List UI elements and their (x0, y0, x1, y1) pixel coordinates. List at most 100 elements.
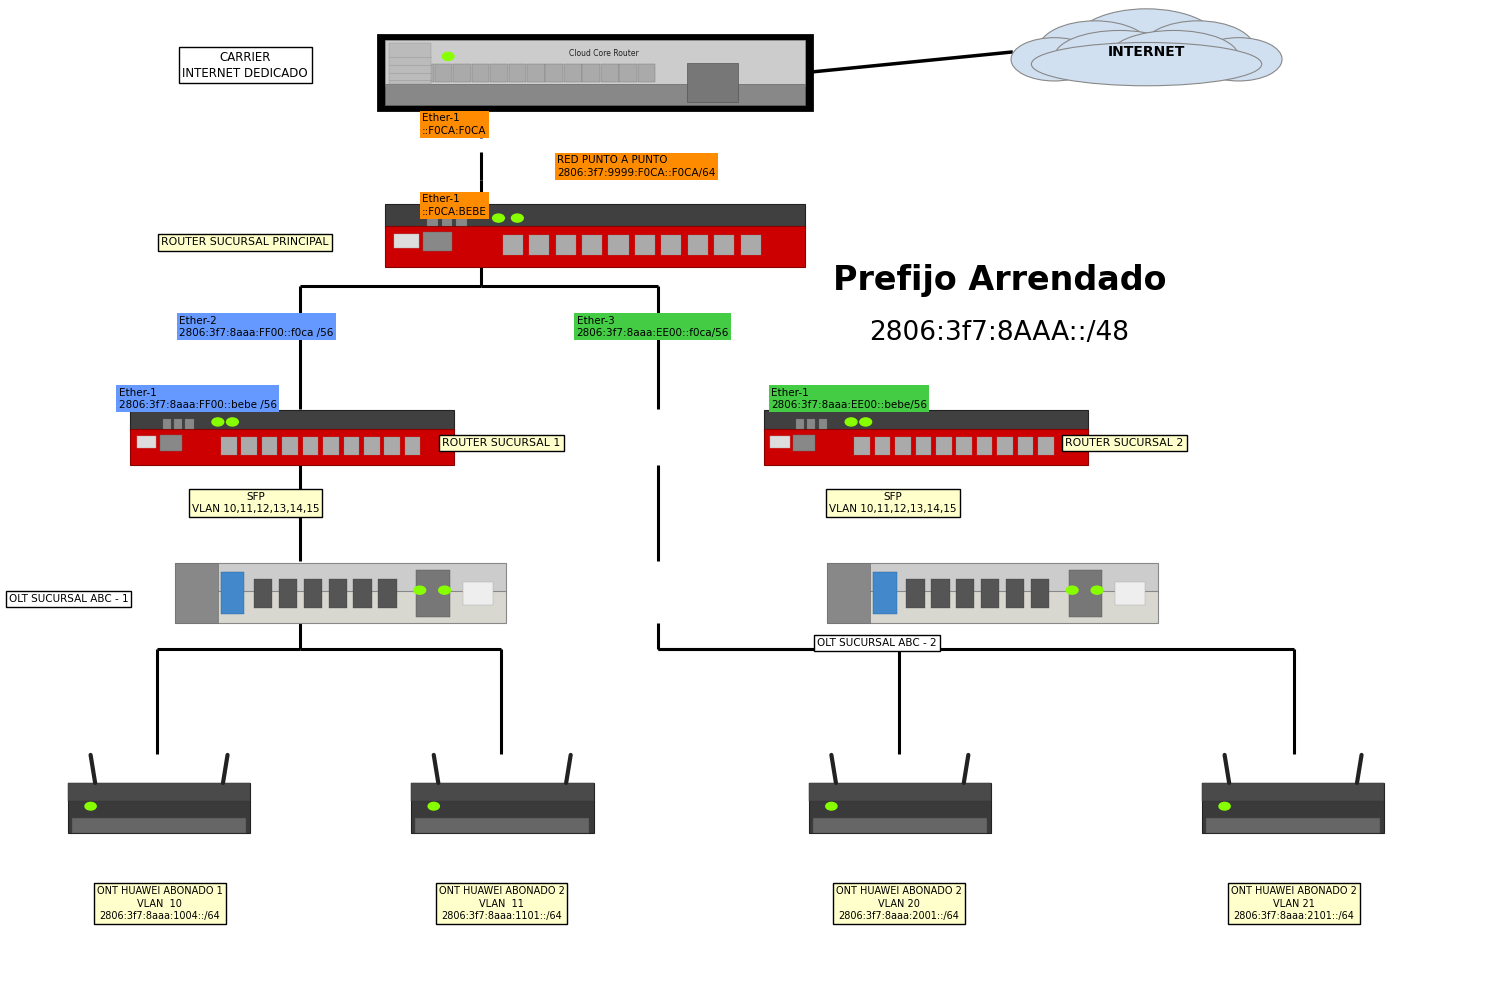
FancyBboxPatch shape (242, 438, 256, 455)
Circle shape (859, 418, 871, 426)
Text: Cloud Core Router: Cloud Core Router (568, 49, 639, 57)
FancyBboxPatch shape (1038, 438, 1053, 455)
FancyBboxPatch shape (956, 579, 975, 608)
FancyBboxPatch shape (609, 235, 628, 256)
FancyBboxPatch shape (620, 63, 638, 82)
FancyBboxPatch shape (174, 591, 506, 623)
FancyBboxPatch shape (453, 63, 471, 82)
FancyBboxPatch shape (262, 438, 278, 455)
FancyBboxPatch shape (68, 783, 251, 833)
Text: Ether-1
2806:3f7:8aaa:FF00::bebe /56: Ether-1 2806:3f7:8aaa:FF00::bebe /56 (118, 388, 276, 410)
FancyBboxPatch shape (72, 819, 246, 833)
FancyBboxPatch shape (354, 579, 372, 608)
Circle shape (211, 418, 223, 426)
FancyBboxPatch shape (174, 563, 217, 623)
Circle shape (827, 803, 837, 810)
FancyBboxPatch shape (174, 563, 506, 592)
FancyBboxPatch shape (827, 591, 1158, 623)
FancyBboxPatch shape (435, 63, 453, 82)
Text: Ether-3
2806:3f7:8aaa:EE00::f0ca/56: Ether-3 2806:3f7:8aaa:EE00::f0ca/56 (576, 316, 729, 338)
Text: Ether-1
::F0CA:BEBE: Ether-1 ::F0CA:BEBE (422, 194, 488, 216)
FancyBboxPatch shape (638, 63, 656, 82)
FancyBboxPatch shape (957, 438, 972, 455)
FancyBboxPatch shape (764, 429, 1088, 465)
FancyBboxPatch shape (328, 579, 346, 608)
Text: OLT SUCURSAL ABC - 2: OLT SUCURSAL ABC - 2 (818, 638, 938, 648)
Ellipse shape (1072, 9, 1221, 81)
Text: SFP
VLAN 10,11,12,13,14,15: SFP VLAN 10,11,12,13,14,15 (192, 492, 320, 514)
FancyBboxPatch shape (386, 226, 806, 267)
Text: ROUTER SUCURSAL 1: ROUTER SUCURSAL 1 (442, 438, 561, 448)
FancyBboxPatch shape (220, 438, 237, 455)
FancyBboxPatch shape (936, 438, 951, 455)
FancyBboxPatch shape (164, 419, 171, 429)
FancyBboxPatch shape (764, 410, 1088, 431)
Circle shape (438, 586, 450, 594)
Text: Ether-2
2806:3f7:8aaa:FF00::f0ca /56: Ether-2 2806:3f7:8aaa:FF00::f0ca /56 (178, 316, 333, 338)
FancyBboxPatch shape (634, 235, 656, 256)
Text: Ether-1
::F0CA:F0CA: Ether-1 ::F0CA:F0CA (422, 113, 486, 135)
FancyBboxPatch shape (1202, 783, 1384, 801)
FancyBboxPatch shape (794, 435, 816, 451)
Circle shape (512, 214, 524, 222)
Ellipse shape (1054, 30, 1185, 83)
Circle shape (1090, 586, 1102, 594)
Circle shape (1220, 803, 1230, 810)
FancyBboxPatch shape (526, 63, 544, 82)
FancyBboxPatch shape (393, 234, 418, 247)
Circle shape (226, 418, 238, 426)
FancyBboxPatch shape (322, 438, 339, 455)
Circle shape (1066, 586, 1078, 594)
FancyBboxPatch shape (509, 63, 526, 82)
FancyBboxPatch shape (998, 438, 1012, 455)
FancyBboxPatch shape (378, 579, 396, 608)
Text: ONT HUAWEI ABONADO 1
VLAN  10
2806:3f7:8aaa:1004::/64: ONT HUAWEI ABONADO 1 VLAN 10 2806:3f7:8a… (98, 887, 222, 921)
FancyBboxPatch shape (808, 783, 992, 801)
FancyBboxPatch shape (159, 435, 182, 451)
FancyBboxPatch shape (442, 215, 453, 226)
FancyBboxPatch shape (344, 438, 358, 455)
FancyBboxPatch shape (1030, 579, 1048, 608)
FancyBboxPatch shape (490, 63, 507, 82)
FancyBboxPatch shape (456, 215, 466, 226)
FancyBboxPatch shape (416, 63, 434, 82)
FancyBboxPatch shape (174, 419, 182, 429)
Text: ONT HUAWEI ABONADO 2
VLAN  11
2806:3f7:8aaa:1101::/64: ONT HUAWEI ABONADO 2 VLAN 11 2806:3f7:8a… (438, 887, 564, 921)
FancyBboxPatch shape (827, 563, 1158, 592)
Text: Ether-1
2806:3f7:8aaa:EE00::bebe/56: Ether-1 2806:3f7:8aaa:EE00::bebe/56 (771, 388, 927, 410)
FancyBboxPatch shape (915, 438, 932, 455)
FancyBboxPatch shape (1206, 819, 1380, 833)
FancyBboxPatch shape (303, 438, 318, 455)
FancyBboxPatch shape (386, 84, 806, 105)
FancyBboxPatch shape (411, 783, 594, 833)
FancyBboxPatch shape (770, 436, 789, 449)
FancyBboxPatch shape (1114, 582, 1144, 605)
Ellipse shape (1196, 38, 1282, 81)
FancyBboxPatch shape (386, 40, 806, 86)
Text: ONT HUAWEI ABONADO 2
VLAN 20
2806:3f7:8aaa:2001::/64: ONT HUAWEI ABONADO 2 VLAN 20 2806:3f7:8a… (836, 887, 962, 921)
FancyBboxPatch shape (416, 819, 590, 833)
FancyBboxPatch shape (417, 570, 450, 617)
Text: ONT HUAWEI ABONADO 2
VLAN 21
2806:3f7:8aaa:2101::/64: ONT HUAWEI ABONADO 2 VLAN 21 2806:3f7:8a… (1232, 887, 1358, 921)
FancyBboxPatch shape (423, 232, 453, 252)
FancyBboxPatch shape (130, 410, 454, 431)
FancyBboxPatch shape (364, 438, 380, 455)
Circle shape (86, 803, 96, 810)
Ellipse shape (1032, 42, 1262, 86)
FancyBboxPatch shape (981, 579, 999, 608)
FancyBboxPatch shape (1007, 579, 1025, 608)
FancyBboxPatch shape (427, 215, 438, 226)
Text: INTERNET: INTERNET (1108, 45, 1185, 59)
FancyBboxPatch shape (855, 438, 870, 455)
FancyBboxPatch shape (741, 235, 760, 256)
FancyBboxPatch shape (819, 419, 827, 429)
Circle shape (442, 52, 454, 60)
FancyBboxPatch shape (874, 438, 891, 455)
FancyBboxPatch shape (398, 63, 416, 82)
Text: OLT SUCURSAL ABC - 1: OLT SUCURSAL ABC - 1 (9, 594, 129, 604)
FancyBboxPatch shape (411, 783, 594, 801)
FancyBboxPatch shape (186, 419, 194, 429)
FancyBboxPatch shape (1017, 438, 1034, 455)
Circle shape (414, 586, 426, 594)
FancyBboxPatch shape (688, 235, 708, 256)
